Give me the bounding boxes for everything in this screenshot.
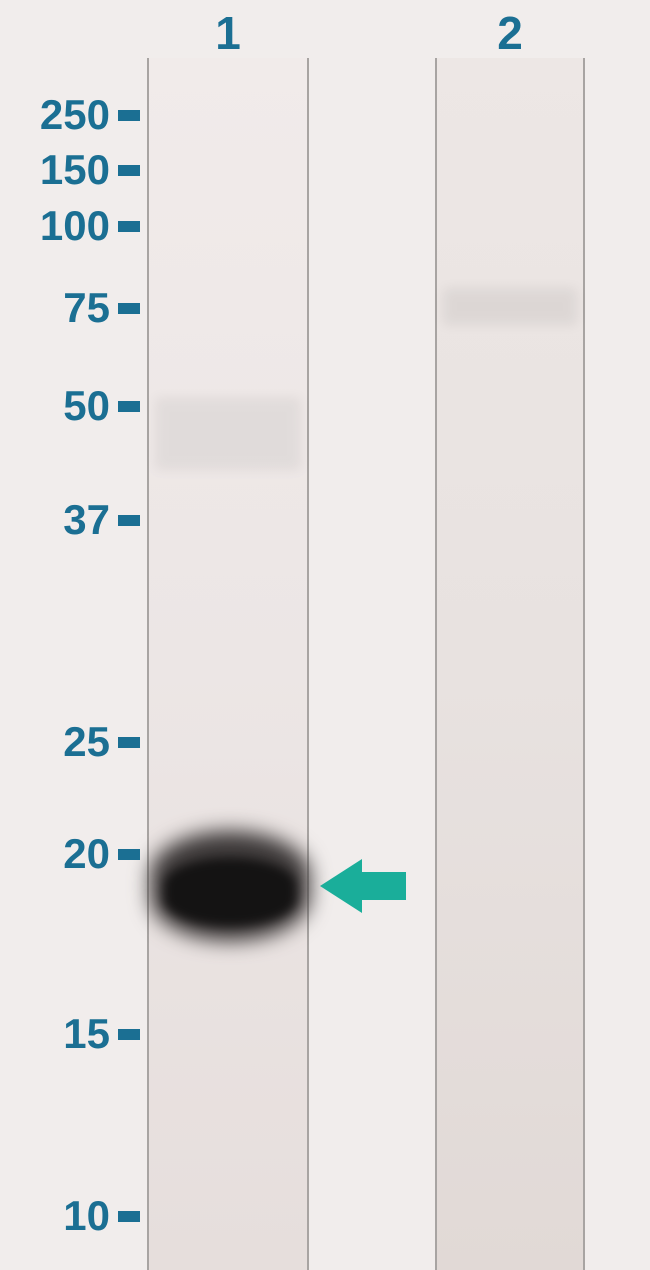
mw-label: 25 <box>63 718 110 766</box>
mw-label: 150 <box>40 146 110 194</box>
mw-tick <box>118 515 140 526</box>
protein-band-core <box>164 858 295 926</box>
lane-2-label: 2 <box>435 6 585 60</box>
mw-tick <box>118 165 140 176</box>
lane-1-label: 1 <box>147 6 309 60</box>
lane-2: 2 <box>435 58 585 1270</box>
lane-1-strip <box>147 58 309 1270</box>
mw-label: 250 <box>40 91 110 139</box>
mw-label: 15 <box>63 1010 110 1058</box>
lane-2-artifact <box>443 288 577 324</box>
mw-label: 100 <box>40 202 110 250</box>
lane-1: 1 <box>147 58 309 1270</box>
mw-label: 75 <box>63 284 110 332</box>
lane-2-strip <box>435 58 585 1270</box>
mw-tick <box>118 401 140 412</box>
mw-label: 20 <box>63 830 110 878</box>
mw-tick <box>118 737 140 748</box>
lane-1-artifact <box>155 397 300 470</box>
mw-label: 10 <box>63 1192 110 1240</box>
mw-tick <box>118 849 140 860</box>
mw-tick <box>118 110 140 121</box>
mw-tick <box>118 303 140 314</box>
mw-tick <box>118 1211 140 1222</box>
blot-canvas: 1 2 250 150 100 75 50 37 25 20 15 10 <box>0 0 650 1270</box>
mw-label: 37 <box>63 496 110 544</box>
mw-tick <box>118 1029 140 1040</box>
mw-tick <box>118 221 140 232</box>
mw-label: 50 <box>63 382 110 430</box>
